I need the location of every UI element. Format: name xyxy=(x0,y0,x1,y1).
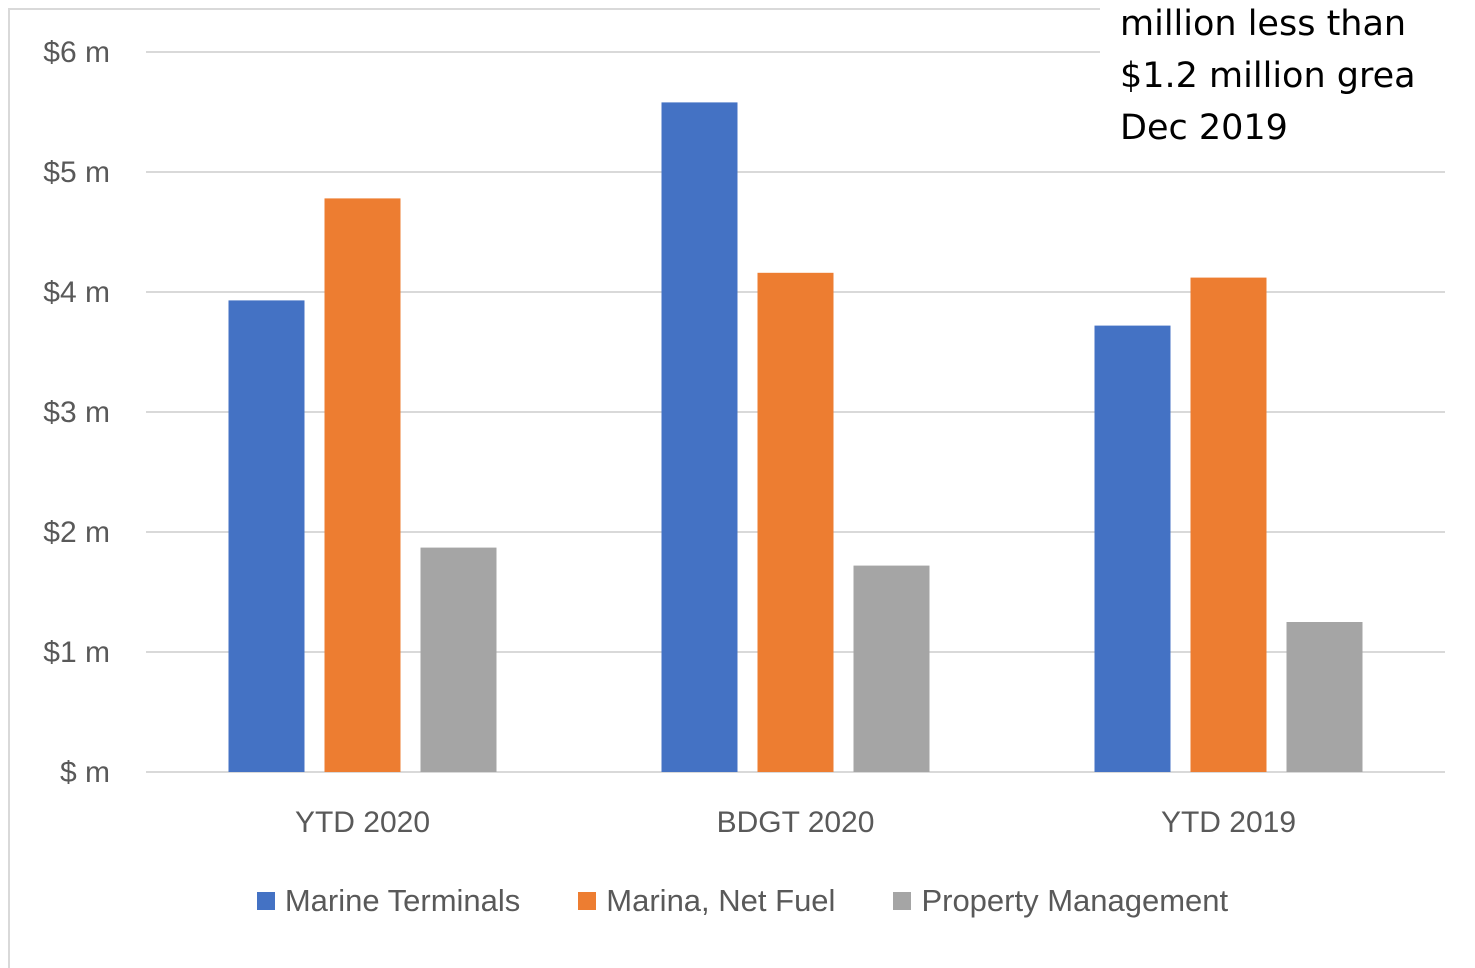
legend: Marine Terminals Marina, Net Fuel Proper… xyxy=(0,878,1475,924)
bar-property-management xyxy=(853,565,930,772)
bar-marina-net-fuel xyxy=(757,272,834,772)
legend-item-marine-terminals[interactable]: Marine Terminals xyxy=(256,883,521,919)
legend-swatch xyxy=(578,892,597,910)
y-tick-label: $5 m xyxy=(43,156,110,189)
legend-label: Property Management xyxy=(921,883,1229,918)
bar-marine-terminals xyxy=(1094,325,1171,772)
x-tick-label: YTD 2020 xyxy=(295,806,430,839)
y-tick-label: $6 m xyxy=(43,36,110,69)
y-tick-label: $4 m xyxy=(43,276,110,309)
bar-marina-net-fuel xyxy=(1190,277,1267,772)
bar-property-management xyxy=(420,547,497,772)
bar-marina-net-fuel xyxy=(324,198,401,772)
bar-marine-terminals xyxy=(661,102,738,772)
y-tick-label: $3 m xyxy=(43,396,110,429)
chart-frame xyxy=(8,8,1475,968)
legend-item-marina-net-fuel[interactable]: Marina, Net Fuel xyxy=(578,883,835,919)
y-axis-ticks: $ m $1 m $2 m $3 m $4 m $5 m $6 m xyxy=(43,36,110,789)
x-axis-ticks: YTD 2020 BDGT 2020 YTD 2019 xyxy=(295,806,1296,839)
y-tick-label: $ m xyxy=(60,756,110,789)
bar-property-management xyxy=(1286,622,1363,772)
y-tick-label: $2 m xyxy=(43,516,110,549)
bar-marine-terminals xyxy=(228,300,305,772)
note-line: $1.2 million grea xyxy=(1120,56,1416,96)
legend-label: Marine Terminals xyxy=(284,883,521,918)
note-line: million less than xyxy=(1120,4,1407,44)
legend-swatch xyxy=(256,892,275,910)
legend-item-property-management[interactable]: Property Management xyxy=(893,883,1228,919)
y-tick-label: $1 m xyxy=(43,636,110,669)
x-tick-label: BDGT 2020 xyxy=(717,806,875,839)
x-tick-label: YTD 2019 xyxy=(1161,806,1296,839)
annotation-note: million less than $1.2 million grea Dec … xyxy=(1100,0,1475,160)
legend-label: Marina, Net Fuel xyxy=(606,883,836,918)
note-line: Dec 2019 xyxy=(1120,108,1288,148)
legend-swatch xyxy=(893,892,912,910)
bars xyxy=(228,102,1363,772)
